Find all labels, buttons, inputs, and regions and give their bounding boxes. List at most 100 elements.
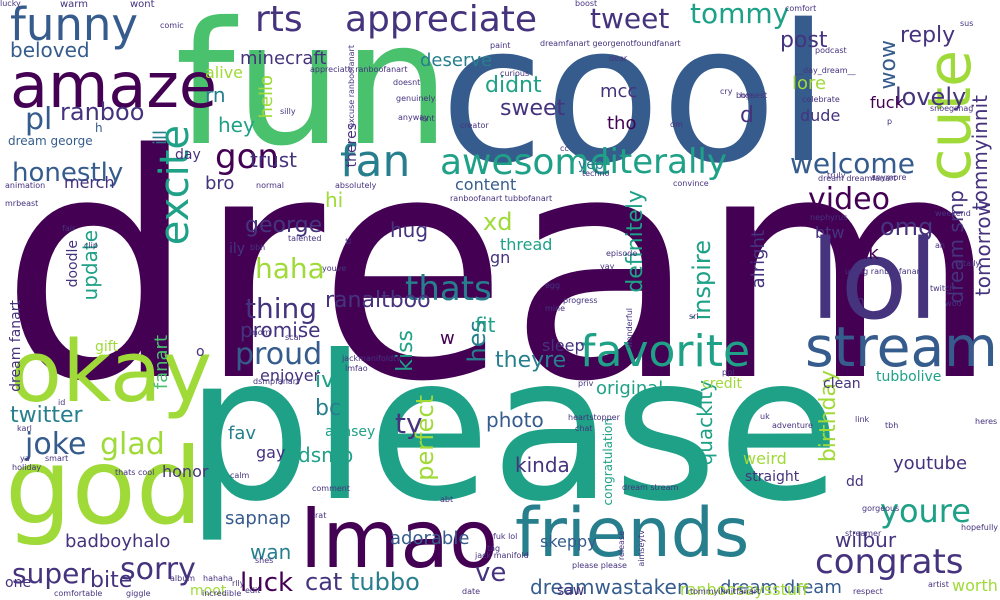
- cloud-word: aimsey: [325, 424, 376, 440]
- cloud-word: quackity: [693, 380, 717, 466]
- cloud-word: animation: [5, 181, 46, 190]
- cloud-word: fan: [340, 136, 411, 187]
- cloud-word: tommyinnitfanart: [690, 587, 761, 596]
- cloud-word: george: [245, 213, 323, 238]
- cloud-word: normal: [256, 181, 285, 190]
- cloud-word: jackmanifoldtv: [342, 354, 402, 363]
- cloud-word: mine: [545, 304, 566, 313]
- cloud-word: tbh: [885, 421, 899, 430]
- cloud-word: thats: [405, 269, 492, 309]
- cloud-word: cc: [560, 144, 569, 153]
- cloud-word: doesnt: [393, 78, 421, 87]
- cloud-word: wan: [250, 540, 292, 564]
- cloud-word: smart: [45, 454, 69, 463]
- cloud-word: theres: [344, 123, 360, 168]
- cloud-word: fuck: [870, 93, 904, 112]
- cloud-word: woo: [945, 299, 962, 308]
- cloud-word: paint: [490, 41, 511, 50]
- cloud-word: p: [887, 117, 893, 126]
- cloud-word: dream george: [8, 134, 93, 148]
- cloud-word: alive: [205, 63, 244, 82]
- cloud-word: sorry: [120, 552, 196, 587]
- cloud-word: episode: [606, 249, 638, 258]
- cloud-word: ill: [150, 130, 171, 146]
- cloud-word: joke: [25, 427, 87, 462]
- cloud-word: youtube: [893, 453, 968, 474]
- cloud-word: adorable: [390, 528, 470, 549]
- cloud-word: literally: [600, 142, 727, 182]
- cloud-word: sleep: [542, 336, 585, 355]
- cloud-word: holiday: [12, 463, 42, 472]
- cloud-word: ily: [229, 241, 246, 257]
- cloud-word: dear: [609, 54, 628, 63]
- cloud-word: twitch: [930, 284, 955, 293]
- cloud-word: moot: [190, 583, 227, 599]
- cloud-word: appreciate: [345, 0, 538, 40]
- cloud-word: genuinely: [396, 94, 436, 103]
- cloud-word: truly: [827, 171, 846, 180]
- cloud-word: hello: [256, 75, 277, 119]
- cloud-word: ve: [475, 558, 507, 588]
- cloud-word: appreciate ranboofanart: [310, 65, 408, 74]
- cloud-word: okay: [10, 323, 213, 422]
- cloud-word: ive: [315, 368, 348, 393]
- cloud-word: content: [455, 175, 517, 194]
- cloud-word: rts: [255, 0, 303, 40]
- cloud-word: omg: [880, 213, 934, 241]
- cloud-word: bbh: [250, 243, 266, 252]
- cloud-word: tubbo: [350, 568, 420, 596]
- cloud-word: nephyrus: [810, 213, 848, 222]
- cloud-word: celebrate: [802, 95, 840, 104]
- cloud-word: twitter: [10, 403, 83, 428]
- cloud-word: hahaha: [203, 574, 233, 583]
- cloud-word: theyre: [495, 348, 567, 373]
- cloud-word: absolutely: [335, 181, 377, 190]
- cloud-word: sus: [960, 19, 974, 28]
- cloud-word: cry: [720, 87, 733, 96]
- cloud-word: chat: [575, 424, 593, 433]
- cloud-word: god: [5, 426, 203, 548]
- cloud-word: podcast: [815, 46, 847, 55]
- cloud-word: perfect: [411, 395, 439, 481]
- cloud-word: congrats: [815, 542, 964, 582]
- cloud-word: heartstopper: [568, 413, 620, 422]
- cloud-word: idk: [852, 243, 879, 264]
- cloud-word: beloved: [10, 38, 90, 62]
- cloud-word: stream: [805, 315, 998, 379]
- cloud-word: dsmpfanart: [253, 377, 300, 386]
- cloud-word: jack manifold: [475, 551, 529, 560]
- cloud-word: promise: [240, 318, 321, 342]
- cloud-word: album: [170, 574, 196, 583]
- cloud-word: kinda: [515, 453, 570, 477]
- cloud-word: dreamfanart georgenotfoundfanart: [540, 39, 681, 48]
- cloud-word: dd: [846, 474, 864, 490]
- cloud-word: glad: [100, 427, 165, 462]
- cloud-word: boost: [575, 0, 598, 8]
- cloud-word: trust: [250, 148, 298, 172]
- cloud-word: please: [185, 313, 841, 546]
- cloud-word: tomorrow: [971, 200, 995, 297]
- cloud-word: tt: [344, 238, 353, 245]
- cloud-word: thing: [245, 292, 318, 325]
- cloud-word: proud: [235, 337, 323, 372]
- cloud-word: w: [440, 328, 455, 349]
- cloud-word: warm: [60, 0, 88, 10]
- cloud-word: congratulation: [601, 418, 615, 506]
- cloud-word: comment: [312, 484, 351, 493]
- cloud-word: cat: [305, 568, 343, 596]
- cloud-word: gn: [490, 248, 511, 267]
- cloud-word: adventure: [772, 421, 813, 430]
- cloud-word: gorgeous: [862, 504, 900, 513]
- cloud-word: definitely: [623, 190, 648, 293]
- cloud-word: honor: [162, 462, 209, 481]
- cloud-word: cool: [440, 0, 830, 205]
- cloud-word: fun: [175, 0, 451, 184]
- cloud-word: pl: [25, 102, 53, 137]
- cloud-word: incredible: [202, 589, 242, 598]
- cloud-word: kiss: [393, 330, 418, 372]
- cloud-word: karl: [17, 424, 32, 433]
- cloud-word: deserve: [420, 50, 493, 71]
- cloud-word: comfort: [785, 4, 817, 13]
- cloud-word: minecraft: [240, 48, 327, 69]
- cloud-word: sapnap: [225, 508, 291, 529]
